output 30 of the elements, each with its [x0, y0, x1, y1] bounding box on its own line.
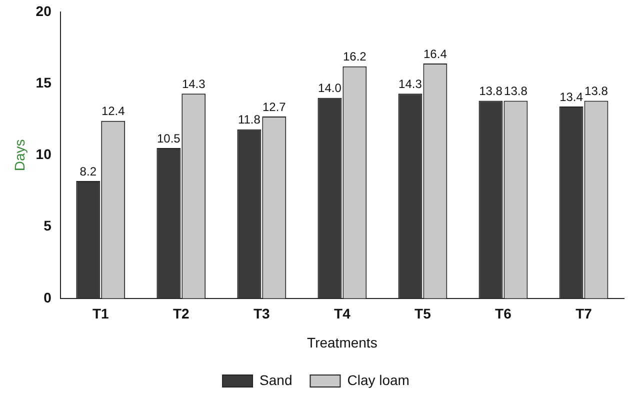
- data-label: 14.0: [318, 81, 342, 96]
- data-label: 14.3: [398, 76, 422, 91]
- data-label: 13.8: [504, 84, 528, 98]
- data-label: 12.4: [101, 104, 126, 118]
- y-tick-label: 15: [36, 74, 52, 90]
- data-label: 13.8: [479, 84, 503, 98]
- data-label: 13.8: [584, 84, 608, 98]
- y-tick-label: 5: [44, 218, 52, 234]
- x-axis-title: Treatments: [307, 334, 378, 350]
- x-tick-label: T3: [253, 306, 270, 322]
- data-label: 13.4: [560, 90, 584, 104]
- x-tick-label: T2: [172, 306, 190, 322]
- x-tick-label: T6: [495, 306, 512, 322]
- legend-label: Clay loam: [347, 372, 410, 388]
- x-tick-label: T7: [576, 306, 592, 322]
- data-label: 11.8: [238, 112, 261, 127]
- y-tick-label: 10: [36, 146, 52, 162]
- y-axis-title: Days: [11, 139, 28, 172]
- x-tick-label: T4: [334, 306, 351, 322]
- y-tick-label: 0: [44, 289, 52, 306]
- data-label: 16.2: [342, 50, 367, 64]
- data-label: 10.5: [156, 131, 181, 146]
- legend-label: Sand: [260, 372, 292, 388]
- data-label: 12.7: [262, 100, 286, 114]
- data-label: 14.3: [182, 76, 206, 91]
- x-tick-label: T5: [414, 306, 432, 322]
- data-label: 8.2: [80, 164, 97, 178]
- y-tick-label: 20: [36, 2, 52, 19]
- data-label: 16.4: [424, 46, 448, 61]
- x-tick-label: T1: [92, 306, 110, 322]
